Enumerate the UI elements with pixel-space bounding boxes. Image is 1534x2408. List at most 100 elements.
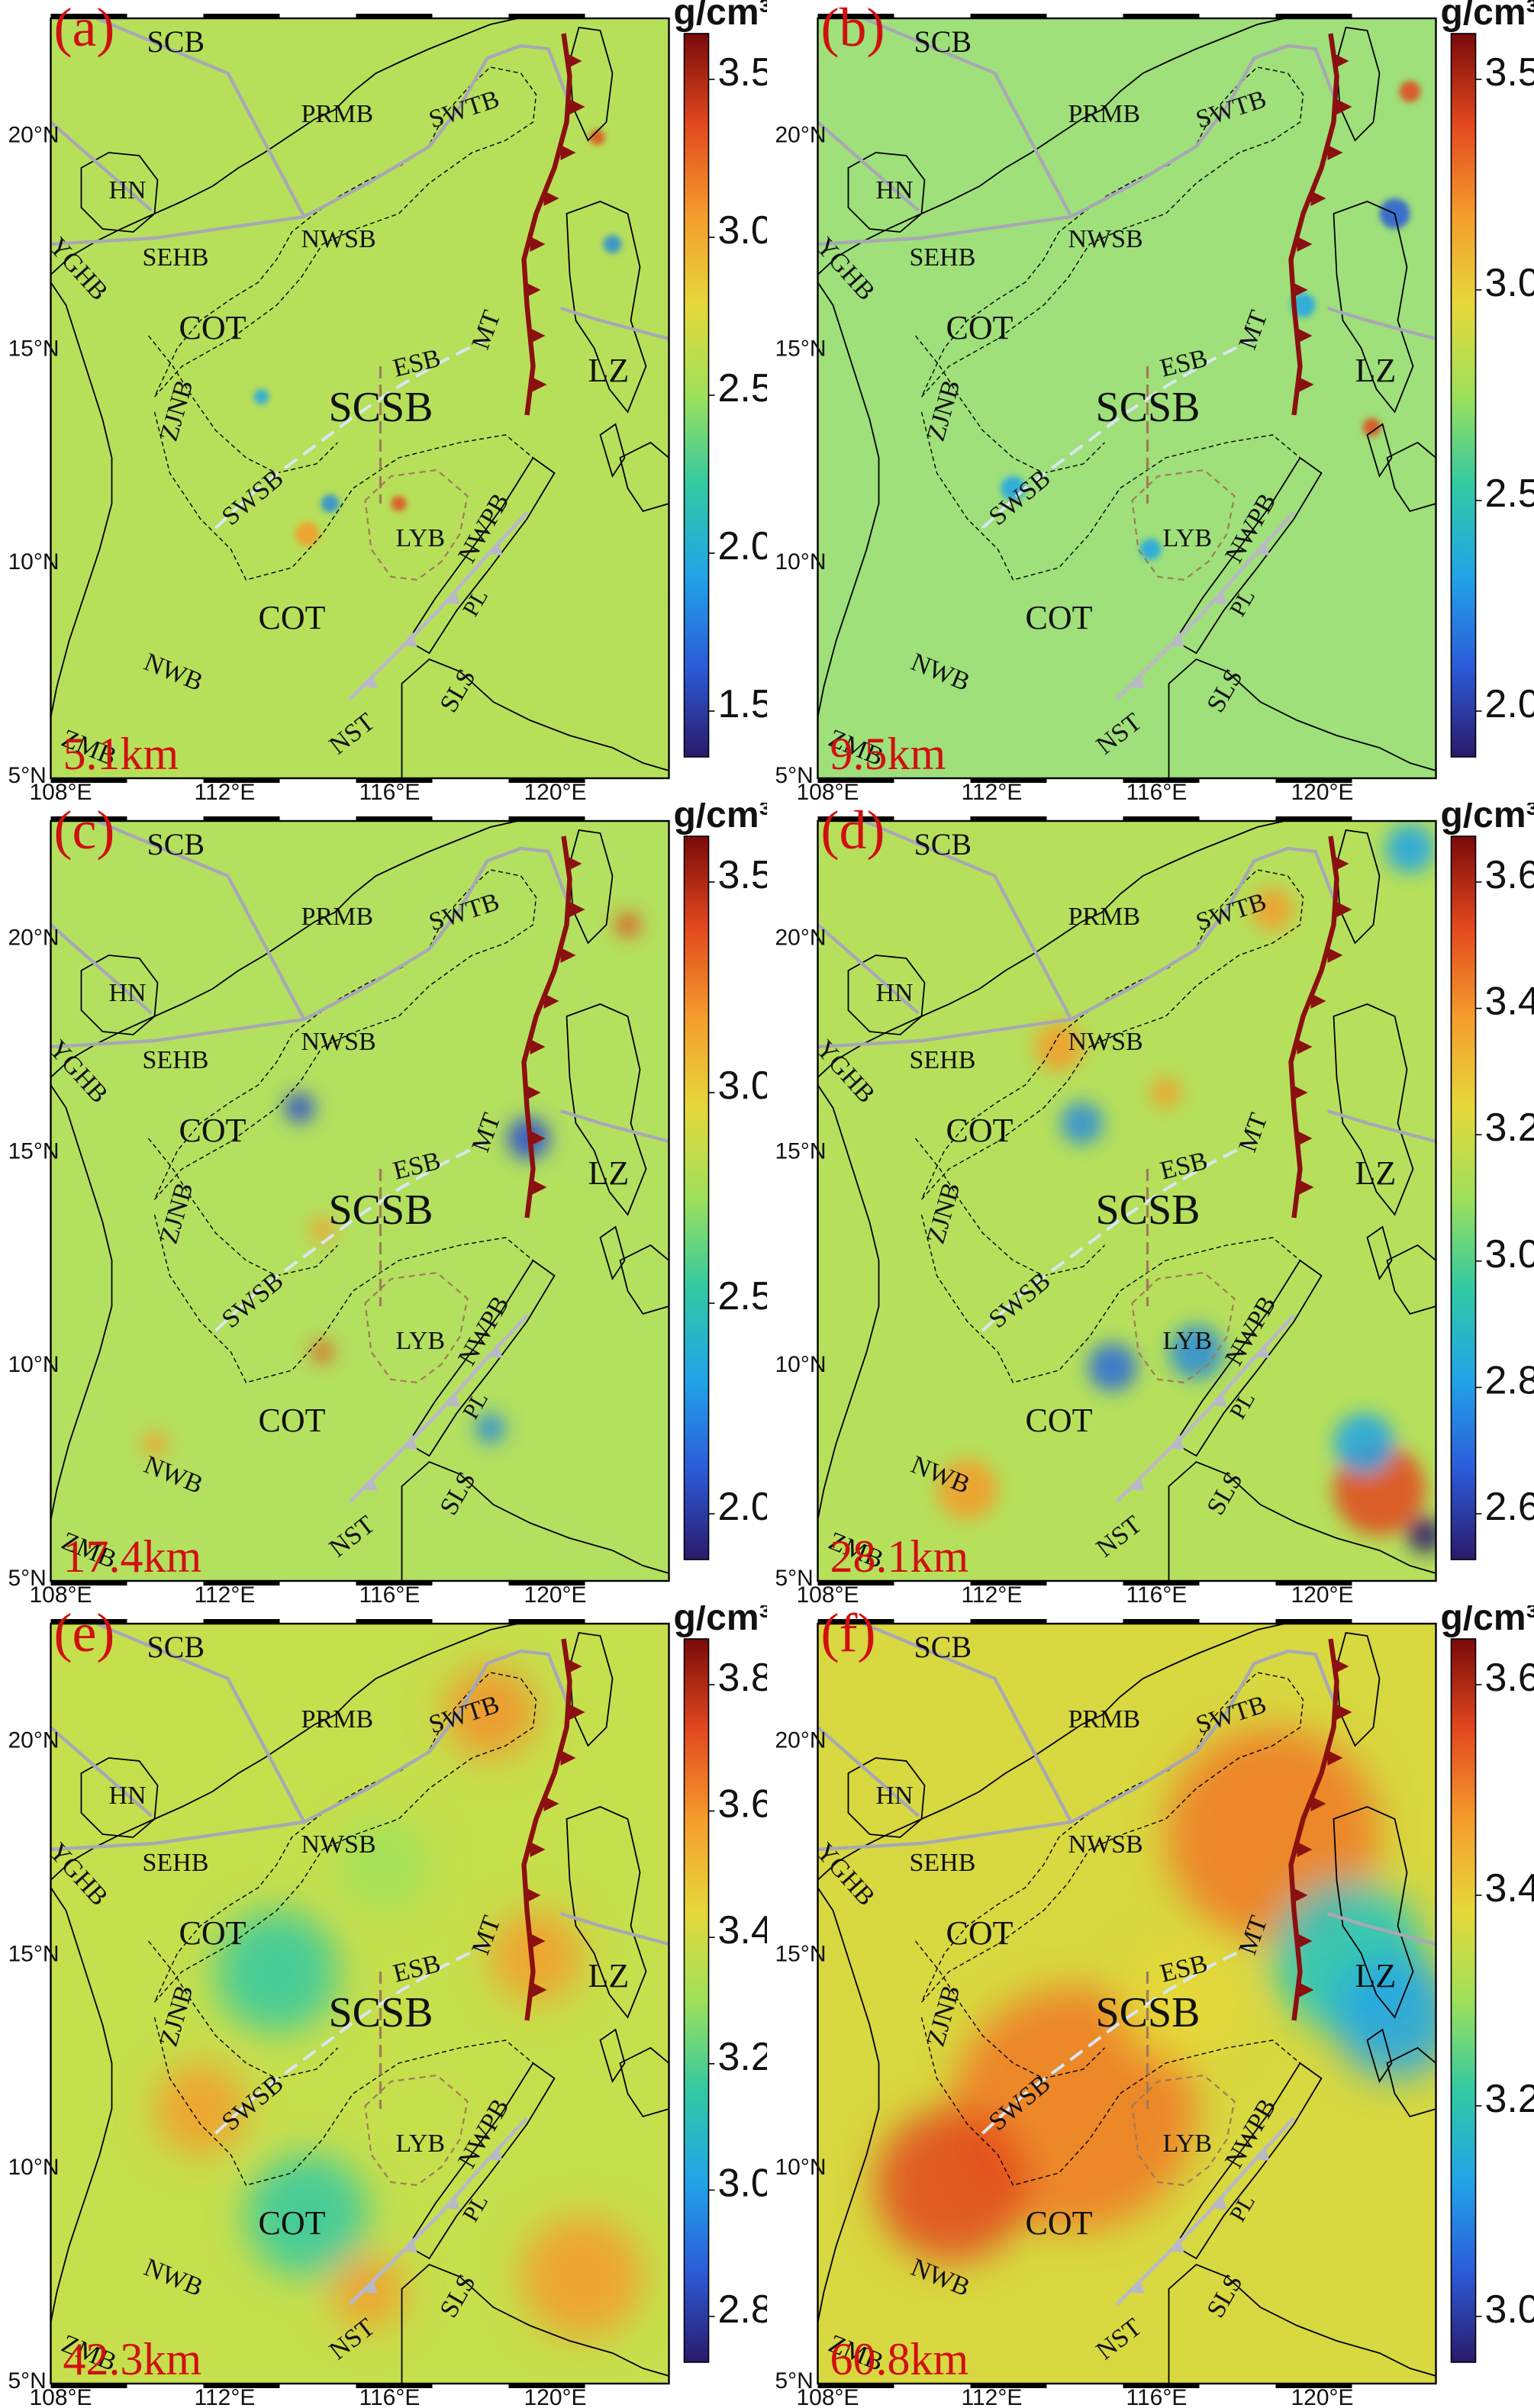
region-label-lyb: LYB xyxy=(396,2130,446,2158)
colorbar-tick: 3.6 xyxy=(1485,1656,1534,1700)
region-label-prmb: PRMB xyxy=(1068,903,1141,931)
region-label-nwsb: NWSB xyxy=(1068,1028,1143,1056)
region-label-lz: LZ xyxy=(588,352,630,389)
colorbar xyxy=(683,1638,710,2363)
manila-trench xyxy=(521,33,572,416)
depth-label: 9.5km xyxy=(830,729,946,779)
coastline xyxy=(50,18,669,778)
map-panel-f: SCB PRMB SWTB HN YGHB SEHB NWSB COT ESB MT LZ ZJNB S… xyxy=(767,1605,1534,2408)
region-label-cot: COT xyxy=(179,309,247,346)
region-label-prmb: PRMB xyxy=(1068,100,1141,128)
region-label-lyb: LYB xyxy=(396,524,446,552)
lat-tick-label: 15°N xyxy=(8,336,60,361)
block-boundaries xyxy=(50,821,669,1144)
colorbar-tick: 3.2 xyxy=(1485,2077,1534,2121)
region-label-prmb: PRMB xyxy=(301,100,374,128)
colorbar-tick: 2.0 xyxy=(718,524,768,568)
coastline xyxy=(817,821,1436,1581)
colorbar-tick: 3.0 xyxy=(1485,2287,1534,2332)
depth-label: 5.1km xyxy=(63,729,179,779)
colorbar-tick: 3.4 xyxy=(1485,980,1534,1024)
colorbar-tick: 3.0 xyxy=(1485,1232,1534,1276)
region-label-cot: COT xyxy=(259,1402,326,1439)
region-label-scb: SCB xyxy=(914,24,972,59)
colorbar-tick: 1.5 xyxy=(718,682,768,726)
colorbar xyxy=(1450,1638,1477,2363)
region-label-scb: SCB xyxy=(147,1630,205,1664)
lyb-boundary xyxy=(1131,2074,1236,2187)
lat-tick-label: 5°N xyxy=(8,763,47,788)
depth-label: 60.8km xyxy=(830,2334,969,2384)
map-panel-c: SCB PRMB SWTB HN YGHB SEHB NWSB COT ESB MT LZ ZJNB S… xyxy=(0,803,768,1605)
lat-tick-label: 10°N xyxy=(8,549,60,575)
region-label-scsb: SCSB xyxy=(329,1186,433,1234)
colorbar-tick: 3.0 xyxy=(718,2161,768,2205)
region-label-prmb: PRMB xyxy=(301,903,374,931)
lon-tick-label: 116°E xyxy=(1126,780,1188,803)
colorbar-unit: g/cm³ xyxy=(674,0,768,33)
map-panel-a: SCB PRMB SWTB HN YGHB SEHB NWSB COT ESB MT LZ ZJNB S… xyxy=(0,0,768,803)
lat-tick-label: 10°N xyxy=(775,2155,827,2180)
lon-tick-label: 120°E xyxy=(524,1582,587,1605)
lat-tick-label: 20°N xyxy=(775,1728,827,1753)
colorbar xyxy=(683,33,710,758)
region-label-sehb: SEHB xyxy=(910,1046,976,1074)
region-label-nwsb: NWSB xyxy=(1068,225,1143,253)
block-boundaries xyxy=(817,1624,1436,1946)
panel-label: (f) xyxy=(821,1605,876,1663)
colorbar-tick: 2.0 xyxy=(1485,682,1534,726)
region-label-sehb: SEHB xyxy=(910,243,976,272)
lon-tick-label: 120°E xyxy=(1291,2385,1354,2408)
region-label-prmb: PRMB xyxy=(301,1705,374,1734)
lon-tick-label: 116°E xyxy=(359,2385,421,2408)
region-label-cot: COT xyxy=(946,309,1014,346)
region-label-cot: COT xyxy=(946,1112,1014,1149)
region-label-scsb: SCSB xyxy=(329,384,433,431)
colorbar-tick: 3.0 xyxy=(1485,261,1534,305)
region-label-hn: HN xyxy=(876,176,914,204)
colorbar-unit: g/cm³ xyxy=(674,1605,768,1638)
lat-tick-label: 10°N xyxy=(8,2155,60,2180)
region-label-sehb: SEHB xyxy=(143,243,209,272)
region-label-cot: COT xyxy=(179,1914,247,1952)
colorbar-unit: g/cm³ xyxy=(674,803,768,835)
lat-tick-label: 15°N xyxy=(8,1138,60,1164)
panel-label: (d) xyxy=(821,803,885,861)
region-label-sehb: SEHB xyxy=(143,1046,209,1074)
lon-tick-label: 116°E xyxy=(1126,1582,1188,1605)
lyb-boundary xyxy=(364,1271,469,1384)
region-label-hn: HN xyxy=(109,176,147,204)
lon-tick-label: 108°E xyxy=(797,780,859,803)
region-label-cot: COT xyxy=(1026,1402,1093,1439)
manila-trench xyxy=(1288,33,1339,416)
map-panel-d: SCB PRMB SWTB HN YGHB SEHB NWSB COT ESB MT LZ ZJNB S… xyxy=(767,803,1534,1605)
lyb-boundary xyxy=(364,2074,469,2187)
region-label-cot: COT xyxy=(1026,2204,1093,2242)
region-label-cot: COT xyxy=(259,599,326,636)
colorbar-tick: 3.5 xyxy=(1485,50,1534,95)
panel-label: (b) xyxy=(821,0,885,58)
manila-trench xyxy=(521,835,572,1218)
lon-tick-label: 112°E xyxy=(962,780,1023,803)
lon-tick-label: 108°E xyxy=(30,1582,92,1605)
region-label-cot: COT xyxy=(946,1914,1014,1952)
region-label-scb: SCB xyxy=(914,1630,972,1664)
lyb-boundary xyxy=(1131,1271,1236,1384)
manila-trench xyxy=(1288,835,1339,1218)
block-boundaries xyxy=(50,18,669,341)
region-label-lyb: LYB xyxy=(1163,524,1213,552)
lat-tick-label: 20°N xyxy=(8,123,60,148)
coastline xyxy=(50,1624,669,2384)
colorbar xyxy=(1450,33,1477,758)
colorbar-tick: 3.2 xyxy=(718,2035,768,2079)
lat-tick-label: 5°N xyxy=(775,2368,814,2394)
region-label-cot: COT xyxy=(1026,599,1093,636)
lat-tick-label: 10°N xyxy=(775,549,827,575)
region-label-lyb: LYB xyxy=(1163,1327,1213,1355)
ridge-line xyxy=(214,337,488,530)
lyb-boundary xyxy=(364,468,469,581)
colorbar-tick: 3.0 xyxy=(718,208,768,253)
